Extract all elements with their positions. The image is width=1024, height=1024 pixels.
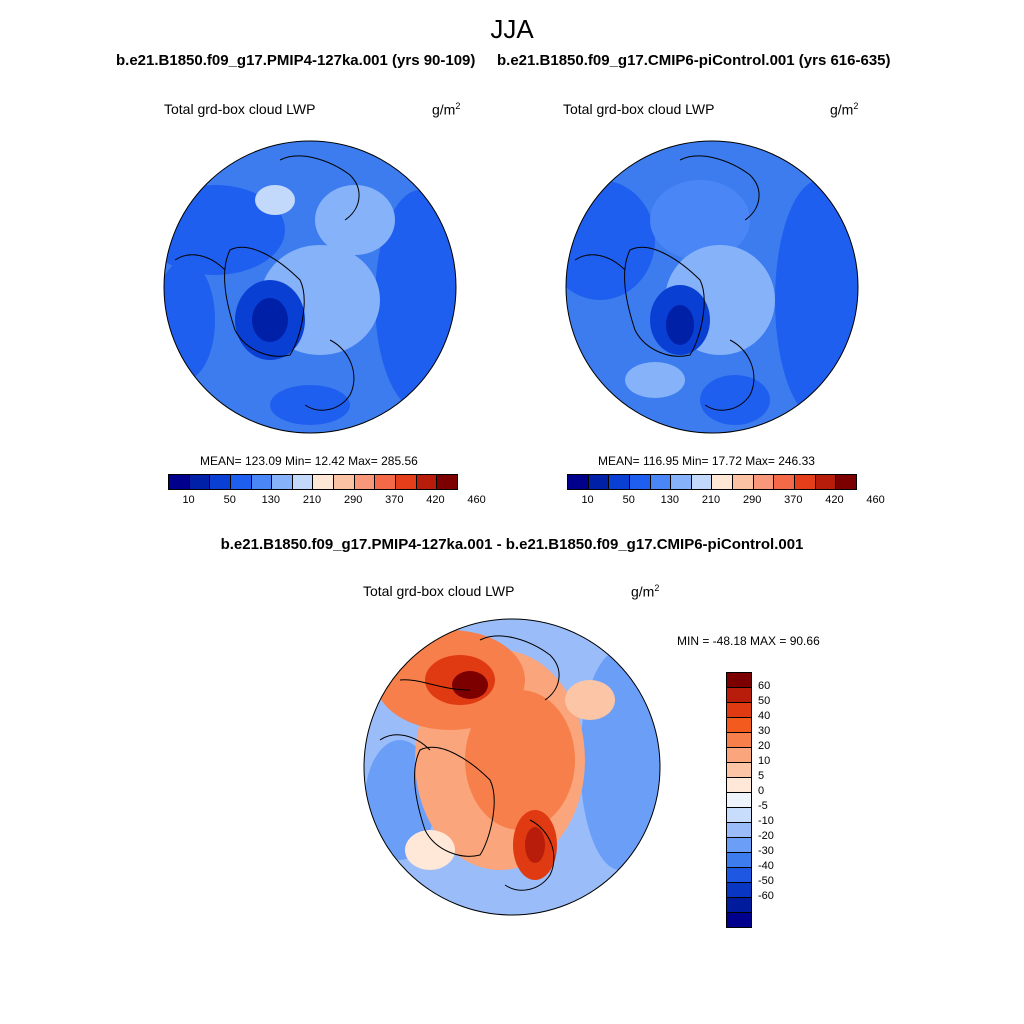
- left-colorbar-labels: 10 50 130 210 290 370 420 460: [166, 494, 485, 510]
- colorbar-tick-label: 130: [261, 494, 281, 506]
- season-title: JJA: [490, 14, 534, 44]
- colorbar-tick-label: 10: [182, 494, 195, 506]
- colorbar-tick-label: 50: [622, 494, 635, 506]
- colorbar-swatch: [727, 868, 751, 883]
- colorbar-swatch: [712, 475, 734, 489]
- colorbar-swatch: [836, 475, 856, 489]
- colorbar-tick-label: 60: [758, 680, 771, 692]
- colorbar-tick-label: -20: [758, 830, 774, 842]
- colorbar-swatch: [568, 475, 589, 489]
- colorbar-swatch: [272, 475, 293, 489]
- colorbar-tick-label: 210: [701, 494, 721, 506]
- colorbar-tick-label: 50: [223, 494, 236, 506]
- colorbar-tick-label: 10: [758, 755, 771, 767]
- colorbar-tick-label: 420: [825, 494, 844, 506]
- colorbar-swatch: [727, 778, 751, 793]
- colorbar-swatch: [210, 475, 231, 489]
- colorbar-swatch: [753, 475, 775, 489]
- left-stats-label: MEAN= 123.09 Min= 12.42 Max= 285.56: [200, 454, 418, 468]
- colorbar-swatch: [727, 748, 751, 763]
- colorbar-tick-label: 40: [758, 710, 771, 722]
- colorbar-tick-label: -5: [758, 800, 768, 812]
- colorbar-swatch: [251, 475, 273, 489]
- colorbar-tick-label: 290: [742, 494, 762, 506]
- colorbar-swatch: [727, 733, 751, 748]
- colorbar-swatch: [727, 703, 751, 718]
- colorbar-tick-label: 20: [758, 740, 771, 752]
- colorbar-swatch: [727, 883, 751, 898]
- colorbar-swatch: [354, 475, 376, 489]
- colorbar-swatch: [727, 853, 751, 868]
- colorbar-swatch: [313, 475, 335, 489]
- colorbar-swatch: [727, 898, 751, 913]
- colorbar-swatch: [334, 475, 355, 489]
- colorbar-tick-label: 370: [385, 494, 404, 506]
- colorbar-swatch: [416, 475, 438, 489]
- colorbar-tick-label: 10: [581, 494, 594, 506]
- colorbar-tick-label: 50: [758, 695, 771, 707]
- colorbar-tick-label: -10: [758, 815, 774, 827]
- colorbar-swatch: [774, 475, 796, 489]
- colorbar-swatch: [815, 475, 837, 489]
- left-units-label: g/m2: [432, 101, 461, 118]
- diff-variable-label: Total grd-box cloud LWP: [363, 583, 515, 599]
- colorbar-tick-label: -30: [758, 845, 774, 857]
- colorbar-swatch: [169, 475, 190, 489]
- colorbar-tick-label: -60: [758, 890, 774, 902]
- right-stats-label: MEAN= 116.95 Min= 17.72 Max= 246.33: [598, 454, 815, 468]
- right-variable-label: Total grd-box cloud LWP: [563, 101, 715, 117]
- colorbar-swatch: [727, 718, 751, 733]
- left-case-title: b.e21.B1850.f09_g17.PMIP4-127ka.001 (yrs…: [116, 52, 476, 69]
- colorbar-tick-label: 30: [758, 725, 771, 737]
- colorbar-swatch: [727, 793, 751, 808]
- colorbar-swatch: [733, 475, 754, 489]
- colorbar-swatch: [609, 475, 630, 489]
- colorbar-tick-label: 130: [660, 494, 680, 506]
- colorbar-tick-label: 290: [343, 494, 363, 506]
- colorbar-swatch: [671, 475, 692, 489]
- colorbar-swatch: [375, 475, 397, 489]
- colorbar-tick-label: -50: [758, 875, 774, 887]
- right-case-title: b.e21.B1850.f09_g17.CMIP6-piControl.001 …: [497, 52, 891, 69]
- diff-units-label: g/m2: [631, 583, 660, 600]
- colorbar-swatch: [396, 475, 417, 489]
- colorbar-tick-label: -40: [758, 860, 774, 872]
- left-variable-label: Total grd-box cloud LWP: [164, 101, 316, 117]
- colorbar-swatch: [230, 475, 252, 489]
- colorbar-swatch: [727, 823, 751, 838]
- right-units-label: g/m2: [830, 101, 859, 118]
- colorbar-tick-label: 5: [758, 770, 765, 782]
- colorbar-swatch: [650, 475, 672, 489]
- colorbar-swatch: [629, 475, 651, 489]
- colorbar-tick-label: 460: [467, 494, 486, 506]
- colorbar-swatch: [588, 475, 610, 489]
- colorbar-swatch: [727, 688, 751, 703]
- diff-stats-label: MIN = -48.18 MAX = 90.66: [677, 634, 820, 648]
- colorbar-swatch: [727, 838, 751, 853]
- difference-title: b.e21.B1850.f09_g17.PMIP4-127ka.001 - b.…: [220, 536, 804, 553]
- colorbar-tick-label: 370: [784, 494, 803, 506]
- right-colorbar: [567, 474, 857, 490]
- colorbar-swatch: [727, 913, 751, 927]
- colorbar-swatch: [691, 475, 713, 489]
- colorbar-tick-label: 210: [302, 494, 322, 506]
- colorbar-swatch: [189, 475, 211, 489]
- colorbar-swatch: [727, 673, 751, 688]
- colorbar-swatch: [292, 475, 314, 489]
- colorbar-swatch: [727, 763, 751, 778]
- colorbar-swatch: [727, 808, 751, 823]
- colorbar-tick-label: 0: [758, 785, 765, 797]
- colorbar-swatch: [795, 475, 816, 489]
- right-colorbar-labels: 10 50 130 210 290 370 420 460: [565, 494, 884, 510]
- colorbar-swatch: [437, 475, 457, 489]
- left-colorbar: [168, 474, 458, 490]
- colorbar-tick-label: 460: [866, 494, 885, 506]
- colorbar-tick-label: 420: [426, 494, 445, 506]
- diff-colorbar: [726, 672, 752, 928]
